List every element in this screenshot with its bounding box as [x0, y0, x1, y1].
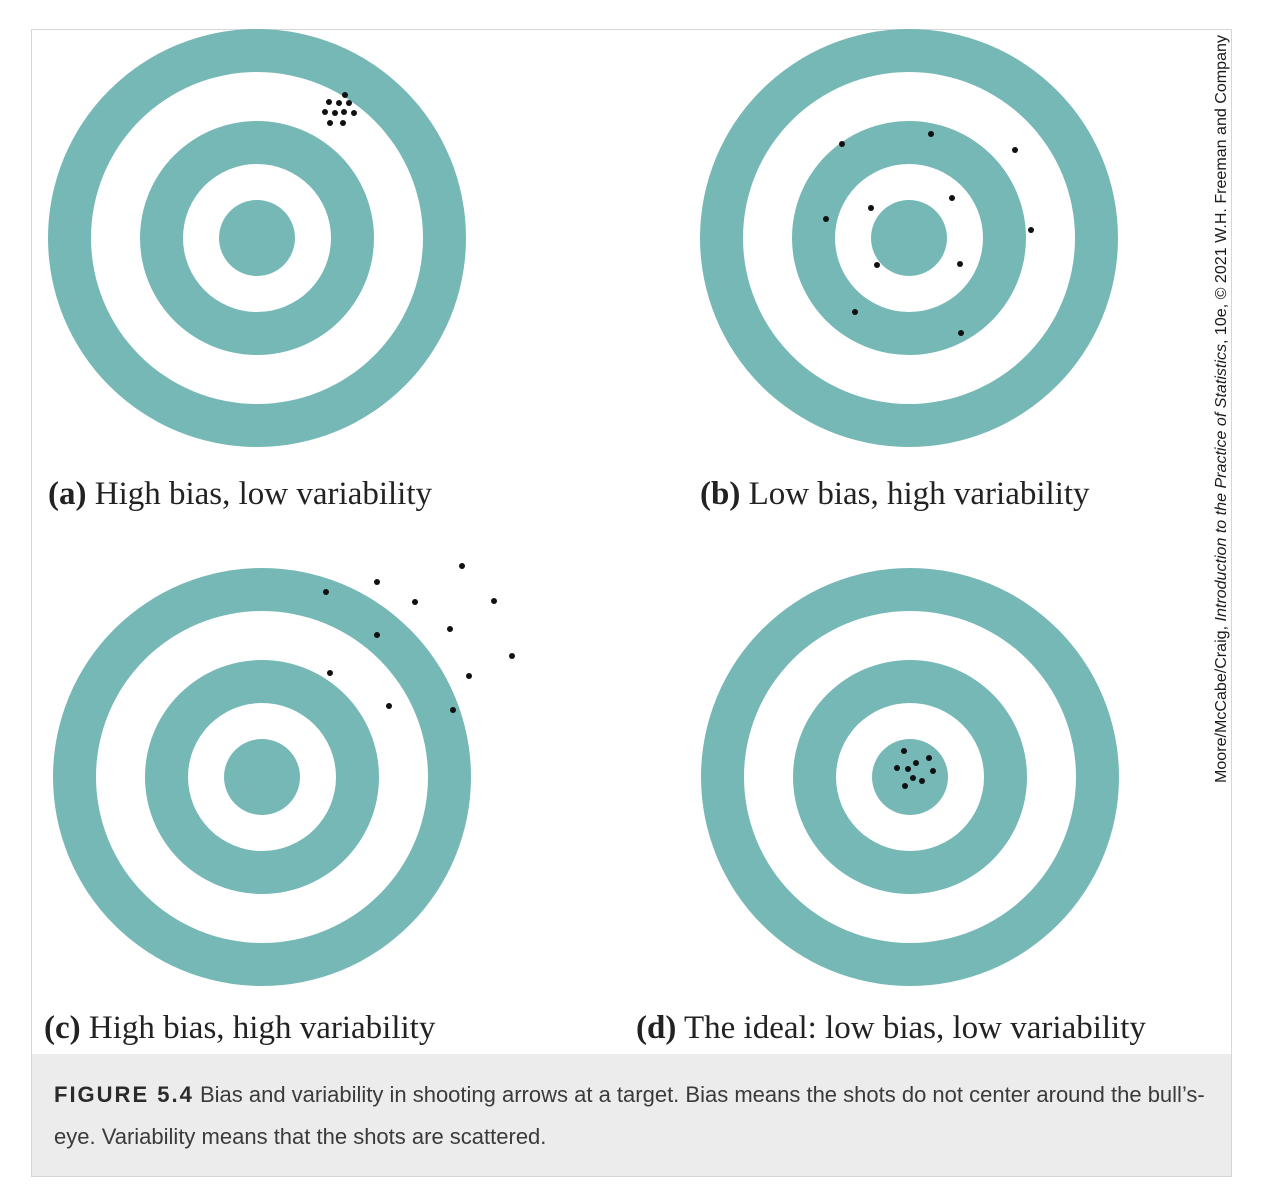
target-c-shots: [323, 563, 515, 713]
target-d: [701, 568, 1119, 986]
shot: [958, 330, 964, 336]
panel-b-label: (b) Low bias, high variability: [700, 476, 1090, 512]
shot: [509, 653, 515, 659]
shot: [327, 120, 333, 126]
shot: [913, 760, 919, 766]
panel-a-letter: (a): [48, 476, 86, 512]
target-b: [700, 29, 1118, 447]
shot: [412, 599, 418, 605]
shot: [949, 195, 955, 201]
target-a-bullseye: [219, 200, 295, 276]
shot: [346, 100, 352, 106]
target-a: [48, 29, 466, 447]
shot: [341, 109, 347, 115]
shot: [926, 755, 932, 761]
shot: [327, 670, 333, 676]
shot: [459, 563, 465, 569]
shot: [447, 626, 453, 632]
shot: [901, 748, 907, 754]
target-c: [53, 563, 515, 986]
shot: [342, 92, 348, 98]
panel-d-text: The ideal: low bias, low variability: [684, 1010, 1146, 1046]
shot: [1012, 147, 1018, 153]
shot: [1028, 227, 1034, 233]
shot: [323, 589, 329, 595]
shot: [902, 783, 908, 789]
target-c-bullseye: [224, 739, 300, 815]
shot: [957, 261, 963, 267]
credit-book-title: Introduction to the Practice of Statisti…: [1213, 344, 1230, 622]
shot: [868, 205, 874, 211]
shot: [852, 309, 858, 315]
figure-caption: FIGURE 5.4 Bias and variability in shoot…: [32, 1054, 1231, 1176]
target-b-shots: [823, 131, 1034, 336]
panel-a-label: (a) High bias, low variability: [48, 476, 433, 512]
target-d-shots: [894, 748, 936, 789]
caption-text: Bias and variability in shooting arrows …: [54, 1082, 1205, 1149]
shot: [919, 778, 925, 784]
shot: [336, 100, 342, 106]
shot: [930, 768, 936, 774]
shot: [894, 765, 900, 771]
shot: [374, 632, 380, 638]
shot: [910, 775, 916, 781]
shot: [874, 262, 880, 268]
shot: [340, 120, 346, 126]
credit-suffix: , 10e, © 2021 W.H. Freeman and Company: [1213, 35, 1230, 344]
shot: [905, 766, 911, 772]
shot: [326, 99, 332, 105]
target-a-shots: [322, 92, 357, 126]
credit-prefix: Moore/McCabe/Craig,: [1213, 622, 1230, 783]
shot: [928, 131, 934, 137]
shot: [351, 110, 357, 116]
shot: [466, 673, 472, 679]
panel-a-text: High bias, low variability: [95, 476, 433, 512]
shot: [332, 110, 338, 116]
shot: [823, 216, 829, 222]
figure-diagram: (a) High bias, low variability (b) Low b…: [44, 29, 1230, 1046]
panel-d-letter: (d): [636, 1010, 676, 1046]
shot: [374, 579, 380, 585]
publisher-credit: Moore/McCabe/Craig, Introduction to the …: [1213, 35, 1230, 783]
target-b-bullseye: [871, 200, 947, 276]
target-d-bullseye: [872, 739, 948, 815]
figure-number: FIGURE 5.4: [54, 1082, 194, 1107]
shot: [450, 707, 456, 713]
panel-c-text: High bias, high variability: [89, 1010, 436, 1046]
panel-c-label: (c) High bias, high variability: [44, 1010, 436, 1046]
shot: [322, 109, 328, 115]
panel-d-label: (d) The ideal: low bias, low variability: [636, 1010, 1146, 1046]
panel-b-letter: (b): [700, 476, 740, 512]
shot: [839, 141, 845, 147]
shot: [491, 598, 497, 604]
panel-b-text: Low bias, high variability: [749, 476, 1090, 512]
panel-c-letter: (c): [44, 1010, 81, 1046]
shot: [386, 703, 392, 709]
